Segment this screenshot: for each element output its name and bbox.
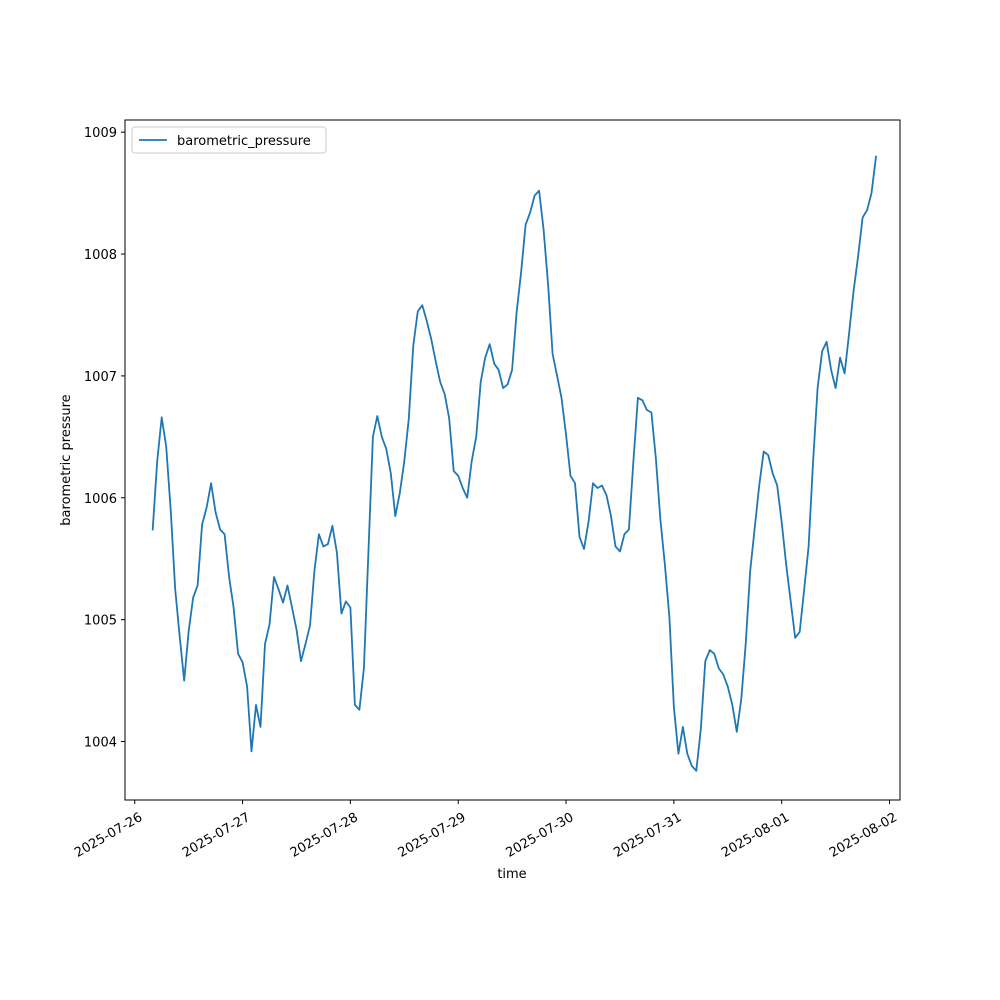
y-tick-label: 1009 [84, 126, 117, 141]
y-tick-label: 1008 [84, 248, 117, 263]
legend: barometric_pressure [131, 126, 327, 154]
legend-label: barometric_pressure [177, 134, 311, 149]
plot-frame [124, 119, 901, 801]
legend-box [131, 126, 327, 154]
series-line-barometric-pressure [151, 155, 878, 772]
y-tick-label: 1004 [84, 736, 117, 751]
y-tick-label: 1005 [84, 614, 117, 629]
y-tick-label: 1007 [84, 370, 117, 385]
y-axis-label: barometric pressure [59, 394, 74, 525]
plot-area [125, 120, 900, 800]
y-tick-label: 1006 [84, 492, 117, 507]
x-axis-label: time [497, 867, 526, 882]
